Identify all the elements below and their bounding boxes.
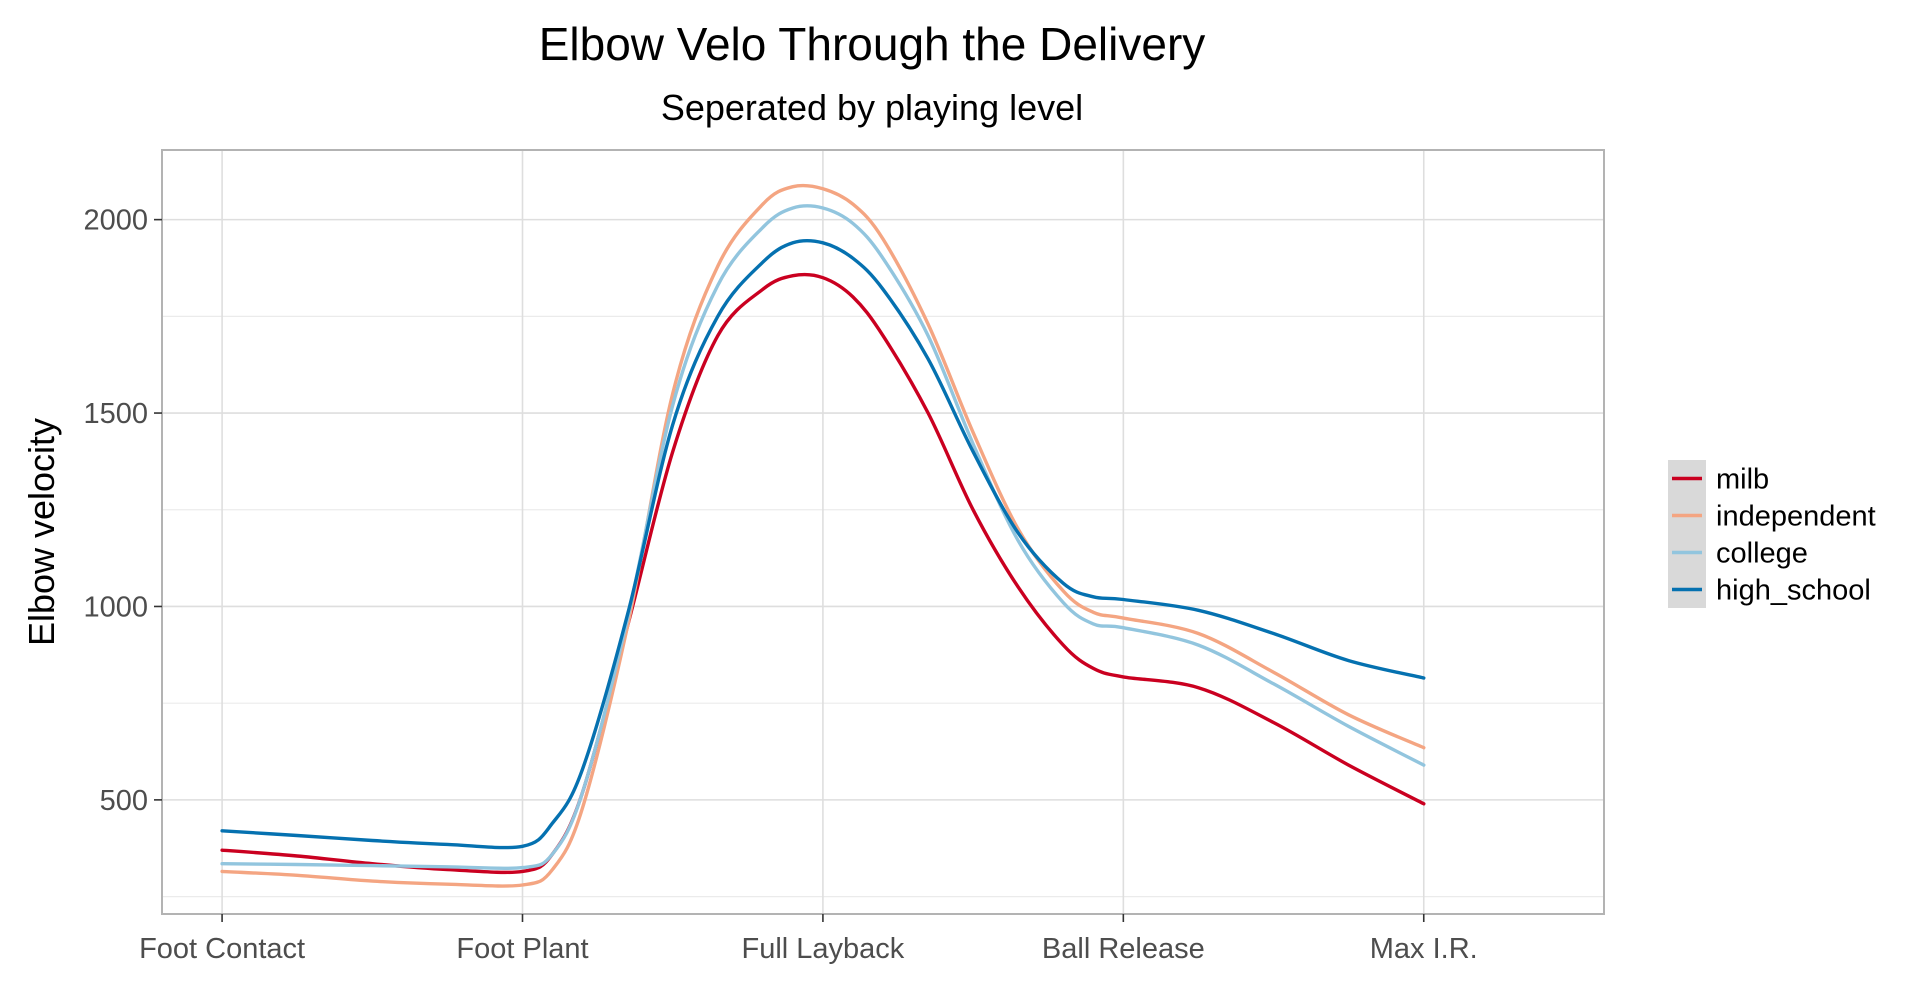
x-tick-label-4: Max I.R. (1370, 933, 1478, 965)
series-line-independent (220, 183, 1426, 888)
y-tick-label-0: 500 (100, 785, 148, 817)
x-axis-ticks: Foot Contact Foot Plant Full Layback Ball R… (139, 914, 1478, 965)
legend-label-high-school: high_school (1716, 575, 1871, 607)
plot-panel-border (161, 149, 1605, 915)
x-tick-label-2: Full Layback (742, 933, 905, 965)
x-tick-label-0: Foot Contact (139, 933, 305, 965)
x-tick-label-3: Ball Release (1042, 933, 1205, 965)
legend: milb independent college high_school (1668, 460, 1876, 608)
y-tick-label-3: 2000 (83, 205, 148, 237)
legend-label-independent: independent (1716, 501, 1876, 533)
y-tick-label-1: 1000 (83, 591, 148, 623)
chart-subtitle: Seperated by playing level (661, 87, 1083, 128)
y-tick-label-2: 1500 (83, 398, 148, 430)
y-axis-ticks: 500 1000 1500 2000 (83, 205, 162, 817)
x-tick-label-1: Foot Plant (456, 933, 588, 965)
legend-label-milb: milb (1716, 464, 1769, 496)
major-gridlines (162, 150, 1604, 914)
series-line-college (220, 204, 1426, 871)
minor-gridlines (162, 315, 1604, 898)
series-lines (220, 183, 1426, 888)
series-line-high-school (220, 238, 1426, 850)
chart-title: Elbow Velo Through the Delivery (539, 18, 1206, 70)
y-axis-title: Elbow velocity (21, 418, 62, 646)
legend-label-college: college (1716, 538, 1808, 570)
series-line-milb (220, 272, 1426, 875)
